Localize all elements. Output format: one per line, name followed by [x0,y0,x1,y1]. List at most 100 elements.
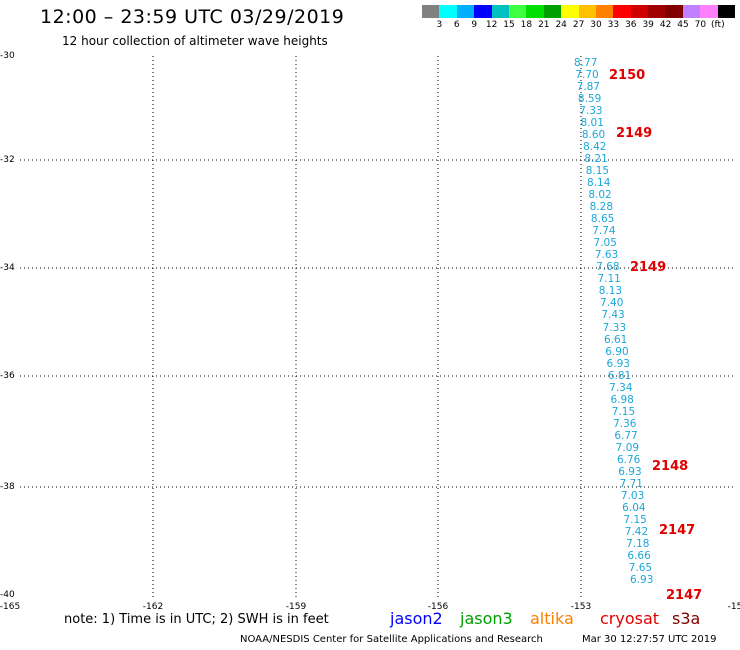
longitude-tick-label: -156 [427,602,449,612]
wave-height-value: 6.93 [618,465,642,478]
satellite-altika: altika [530,609,574,628]
legend-swatch [578,5,596,18]
legend-swatch [700,5,718,18]
latitude-tick-label: -30 [0,51,15,61]
satellite-jason3: jason3 [460,609,513,628]
map-title: 12:00 – 23:59 UTC 03/29/2019 [40,6,345,28]
legend-labels: 3 6 9 12 15 18 21 24 27 30 33 36 39 42 45 70 (ft) [422,18,735,32]
legend-label: 21 [538,20,550,30]
wave-height-value: 8.01 [580,117,604,130]
latitude-tick-label: -36 [0,371,15,381]
pass-time-label: 2148 [652,459,689,474]
wave-height-value: 7.71 [619,477,643,490]
wave-height-value: 7.03 [620,489,645,502]
legend-swatch [474,5,492,18]
longitude-tick-label: -153 [570,602,592,612]
legend-color-bar [422,5,736,18]
legend-label: 24 [555,20,567,30]
satellite-cryosat: cryosat [600,609,660,628]
wave-height-value: 8.28 [589,201,614,214]
legend-label: 9 [471,20,478,30]
wave-height-value: 7.68 [596,261,620,274]
legend-swatch [648,5,666,18]
wave-height-value: 8.14 [587,177,611,190]
wave-height-value: 7.36 [613,417,637,430]
wave-height-value: 6.90 [605,345,629,358]
wave-height-value: 6.81 [607,369,632,382]
wave-height-value: 7.43 [601,309,625,322]
legend-label: 27 [572,20,585,30]
wave-height-value: 6.93 [630,574,654,586]
legend-label: 36 [625,20,637,30]
legend-label: 6 [453,20,460,30]
pass-time-label: 2150 [609,68,646,83]
legend-label: 33 [607,20,620,30]
wave-height-value: 8.15 [585,165,610,178]
footer-note: note: 1) Time is in UTC; 2) SWH is in fe… [64,612,329,627]
wave-height-value: 7.09 [615,441,640,454]
map-subtitle: 12 hour collection of altimeter wave hei… [62,34,328,48]
wave-height-value: 6.77 [614,429,638,442]
wave-height-value: 7.70 [575,69,599,82]
pass-time-label: 2147 [666,588,703,603]
pass-time-label: 2147 [659,523,696,538]
longitude-tick-label: -162 [142,602,164,612]
legend-swatch [526,5,544,18]
wave-height-value: 8.42 [583,141,607,154]
pass-time-label: 2149 [630,260,667,275]
legend-swatch [595,5,614,18]
legend-label: 18 [520,20,533,30]
longitude-tick-label: -159 [285,602,307,612]
wave-height-value: 8.02 [588,189,612,202]
wave-height-value: 6.66 [627,549,651,562]
wave-height-value: 8.21 [584,153,608,166]
legend-swatch [665,5,683,18]
wave-height-value: 8.13 [598,285,623,298]
wave-height-value: 7.40 [600,297,624,310]
wave-height-value: 7.15 [623,513,647,526]
legend-label: 15 [503,20,515,30]
legend-swatch [717,5,736,18]
legend-label: 42 [659,20,672,30]
wave-height-value: 7.33 [602,321,627,334]
wave-height-value: 6.76 [616,453,641,466]
wave-height-value: 8.77 [574,57,598,69]
legend-swatch [613,5,631,18]
wave-height-legend: 3 6 9 12 15 18 21 24 27 30 33 36 39 42 45 70 (ft) [422,5,736,32]
wave-height-value: 8.60 [581,129,606,142]
legend-swatch [630,5,649,18]
wave-height-value: 7.05 [593,237,617,250]
legend-swatch [682,5,701,18]
legend-label: 30 [590,20,602,30]
wave-height-value: 7.15 [611,405,636,418]
legend-label: (ft) [711,20,725,30]
wave-height-value: 7.42 [624,525,649,538]
wave-height-value: 6.61 [603,333,628,346]
legend-swatch [543,5,562,18]
wave-height-value: 6.98 [610,393,634,406]
latitude-tick-label: -32 [0,155,15,165]
wave-height-value: 7.34 [609,381,633,394]
timestamp: Mar 30 12:27:57 UTC 2019 [582,634,717,645]
wave-height-value: 7.87 [576,81,600,94]
longitude-tick-label: -15 [727,602,740,612]
wave-height-value: 8.65 [590,213,615,226]
legend-swatch [508,5,527,18]
satellite-jason2: jason2 [390,609,443,628]
satellite-s3a: s3a [672,609,701,628]
wave-height-value: 8.59 [577,93,602,106]
legend-label: 12 [485,20,498,30]
wave-height-value: 7.65 [628,561,653,574]
latitude-tick-label: -40 [0,590,15,600]
latitude-tick-label: -34 [0,263,15,273]
legend-swatch [439,5,457,18]
wave-height-value: 7.74 [592,225,616,238]
credit-text: NOAA/NESDIS Center for Satellite Applica… [240,634,543,645]
wave-height-value: 6.93 [606,357,630,370]
legend-label: 3 [436,20,443,30]
wave-height-value: 7.33 [579,105,603,118]
legend-label: 39 [642,20,654,30]
legend-label: 45 [677,20,689,30]
legend-swatch [422,5,440,18]
